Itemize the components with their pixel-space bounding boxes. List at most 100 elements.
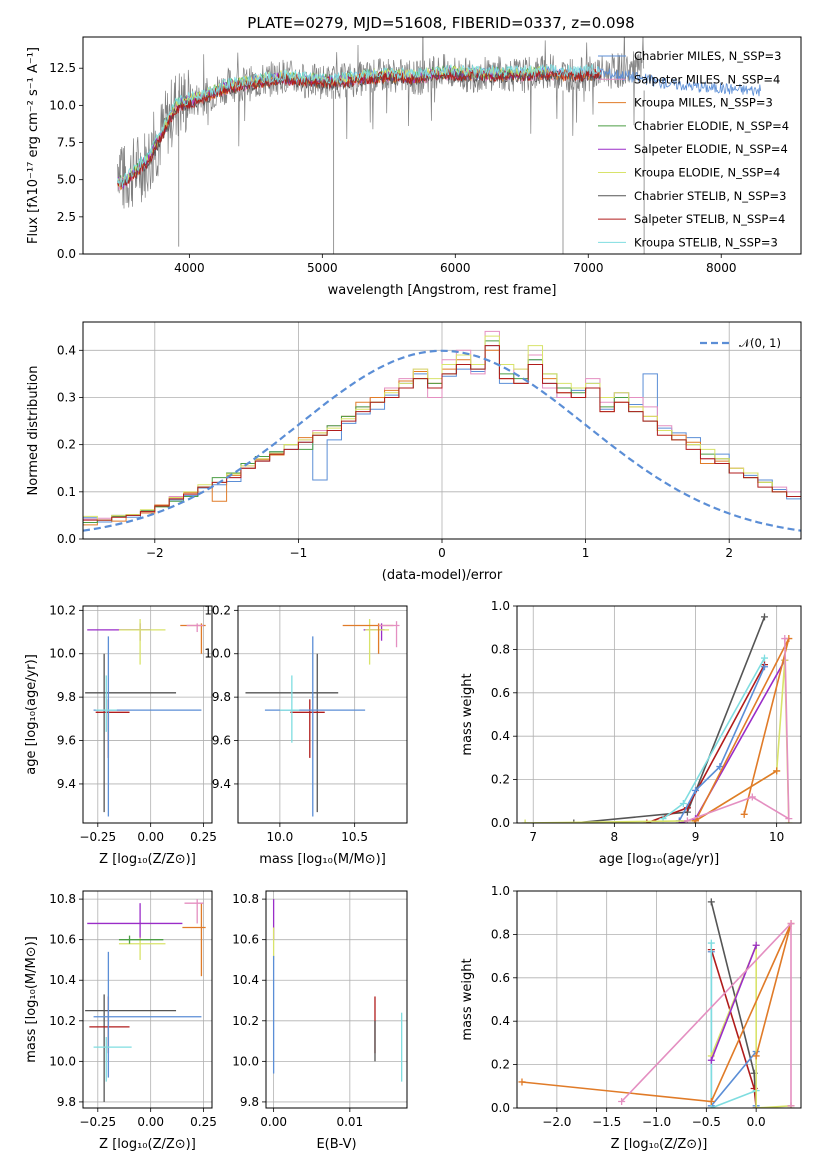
- mass-weight-point: [752, 1104, 760, 1108]
- x-tick-label: 0.00: [137, 830, 164, 844]
- y-axis-label: age [log₁₀(age/yr)]: [24, 654, 39, 775]
- axes-frame: [516, 605, 802, 824]
- legend-entry: Kroupa ELODIE, N_SSP=4: [634, 166, 780, 180]
- legend-entry: Kroupa MILES, N_SSP=3: [634, 96, 773, 110]
- mass-weight-point: [518, 1078, 526, 1086]
- axes-frame: [265, 890, 408, 1109]
- x-axis-label: (data-model)/error: [382, 568, 503, 583]
- x-tick-label: 10.0: [267, 830, 294, 844]
- mass-weight-point: [570, 819, 578, 823]
- plot-area: [85, 619, 206, 817]
- x-tick-label: 1: [582, 546, 590, 560]
- x-axis-label: age [log₁₀(age/yr)]: [599, 852, 720, 867]
- mass-weight-point: [752, 941, 760, 949]
- y-tick-label: 0.0: [491, 1101, 510, 1115]
- x-axis-label: Z [log₁₀(Z/Z⊙)]: [99, 1137, 196, 1152]
- mass-weight-point: [787, 920, 795, 928]
- x-tick-label: 7: [529, 830, 537, 844]
- mass-weight-point: [692, 786, 700, 794]
- y-tick-label: 0.0: [57, 247, 76, 261]
- y-tick-label: 0.4: [491, 1014, 510, 1028]
- model-spectrum-line: [117, 63, 602, 188]
- plot-spectrum: 4000 5000 6000 7000 8000 0.0 2.5 5.0 7.5 10.0 12.5…: [26, 36, 802, 298]
- histogram-step: [83, 349, 801, 526]
- x-axis-label: Z [log₁₀(Z/Z⊙)]: [611, 1137, 708, 1152]
- mass-weight-point: [787, 1102, 795, 1108]
- x-tick-label: 6000: [440, 261, 471, 275]
- y-tick-label: 10.2: [204, 603, 231, 617]
- mass-weight-point: [716, 763, 724, 771]
- y-tick-label: 10.6: [232, 933, 259, 947]
- y-tick-label: 9.6: [212, 734, 231, 748]
- y-tick-label: 0.3: [57, 390, 76, 404]
- y-axis-label: mass weight: [460, 958, 475, 1040]
- y-tick-label: 0.8: [491, 642, 510, 656]
- x-tick-label: 0.25: [190, 1115, 217, 1129]
- x-tick-label: 10.5: [341, 830, 368, 844]
- mass-weight-point: [707, 1056, 715, 1064]
- x-tick-label: 9: [692, 830, 700, 844]
- mass-weight-point: [752, 1052, 760, 1060]
- mass-weight-line: [710, 945, 757, 1061]
- x-tick-label: −1.0: [642, 1115, 671, 1129]
- plot-massweight-vs-z: −2.0 −1.5 −1.0 −0.5 0.0 0.0 0.2 0.4 0.6 0.8 1.0 Z […: [460, 884, 802, 1152]
- y-tick-label: 0.4: [491, 729, 510, 743]
- mass-weight-point: [707, 939, 715, 947]
- y-tick-label: 2.5: [57, 210, 76, 224]
- mass-weight-point: [707, 1097, 715, 1105]
- y-tick-label: 0.2: [57, 438, 76, 452]
- plot-area: [518, 898, 795, 1108]
- y-tick-label: 9.6: [57, 734, 76, 748]
- plot-age-vs-mass: 10.0 10.5 9.4 9.6 9.8 10.0 10.2 mass [log₁₀(M/M…: [204, 603, 408, 867]
- mass-weight-line: [710, 949, 757, 1108]
- plot-massweight-vs-age: 7 8 9 10 0.0 0.2 0.4 0.6 0.8 1.0 age [log₁₀(age/yr…: [460, 599, 802, 867]
- x-tick-label: −0.5: [692, 1115, 721, 1129]
- x-axis-label: E(B-V): [316, 1137, 356, 1152]
- figure-title: PLATE=0279, MJD=51608, FIBERID=0337, z=0…: [247, 14, 634, 32]
- mass-weight-line: [693, 638, 790, 823]
- plot-mass-vs-z: −0.25 0.00 0.25 9.8 10.0 10.2 10.4 10.6 10.8 Z [l…: [24, 890, 217, 1152]
- y-tick-label: 10.0: [204, 647, 231, 661]
- plot-mass-vs-ebv: 0.00 0.01 9.8 10.0 10.2 10.4 10.6 10.8 E(B-V): [232, 890, 408, 1152]
- x-tick-label: 4000: [174, 261, 205, 275]
- x-axis-label: mass [log₁₀(M/M⊙)]: [259, 852, 386, 867]
- gaussian-curve: [83, 349, 801, 532]
- y-tick-label: 10.8: [232, 892, 259, 906]
- y-tick-label: 10.0: [49, 647, 76, 661]
- axes-frame: [516, 890, 802, 1109]
- mass-weight-point: [785, 815, 793, 823]
- mass-weight-point: [773, 767, 781, 775]
- y-tick-label: 10.2: [232, 1014, 259, 1028]
- mass-weight-line: [710, 951, 758, 1108]
- histogram-step: [83, 345, 801, 521]
- legend-entry: Chabrier MILES, N_SSP=3: [634, 49, 781, 63]
- y-tick-label: 0.4: [57, 343, 76, 357]
- mass-weight-point: [618, 1097, 626, 1105]
- y-tick-label: 10.0: [232, 1054, 259, 1068]
- axes-frame: [82, 36, 802, 255]
- y-tick-label: 10.8: [49, 892, 76, 906]
- plot-residuals: −2 −1 0 1 2 0.0 0.1 0.2 0.3 0.4 (data-model)/error…: [26, 321, 802, 583]
- observed-spectrum-line: [117, 37, 645, 209]
- y-axis-label: mass weight: [460, 673, 475, 755]
- y-tick-label: 9.4: [212, 777, 231, 791]
- axes-frame: [82, 321, 802, 540]
- mass-weight-point: [748, 793, 756, 801]
- mass-weight-point: [760, 663, 768, 671]
- y-tick-label: 0.0: [491, 816, 510, 830]
- x-tick-label: −0.25: [79, 830, 116, 844]
- legend-entry: Salpeter ELODIE, N_SSP=4: [634, 142, 788, 156]
- x-tick-label: −2: [146, 546, 164, 560]
- x-tick-label: 0: [438, 546, 446, 560]
- y-tick-label: 0.2: [491, 773, 510, 787]
- mass-weight-point: [781, 635, 789, 643]
- x-axis-label: wavelength [Angstrom, rest frame]: [328, 283, 557, 298]
- mass-weight-line: [678, 666, 766, 822]
- plot-area: [117, 37, 761, 254]
- x-tick-label: −1.5: [592, 1115, 621, 1129]
- y-tick-label: 10.0: [49, 98, 76, 112]
- x-axis-label: Z [log₁₀(Z/Z⊙)]: [99, 852, 196, 867]
- x-tick-label: 2: [725, 546, 733, 560]
- x-tick-label: 8000: [706, 261, 737, 275]
